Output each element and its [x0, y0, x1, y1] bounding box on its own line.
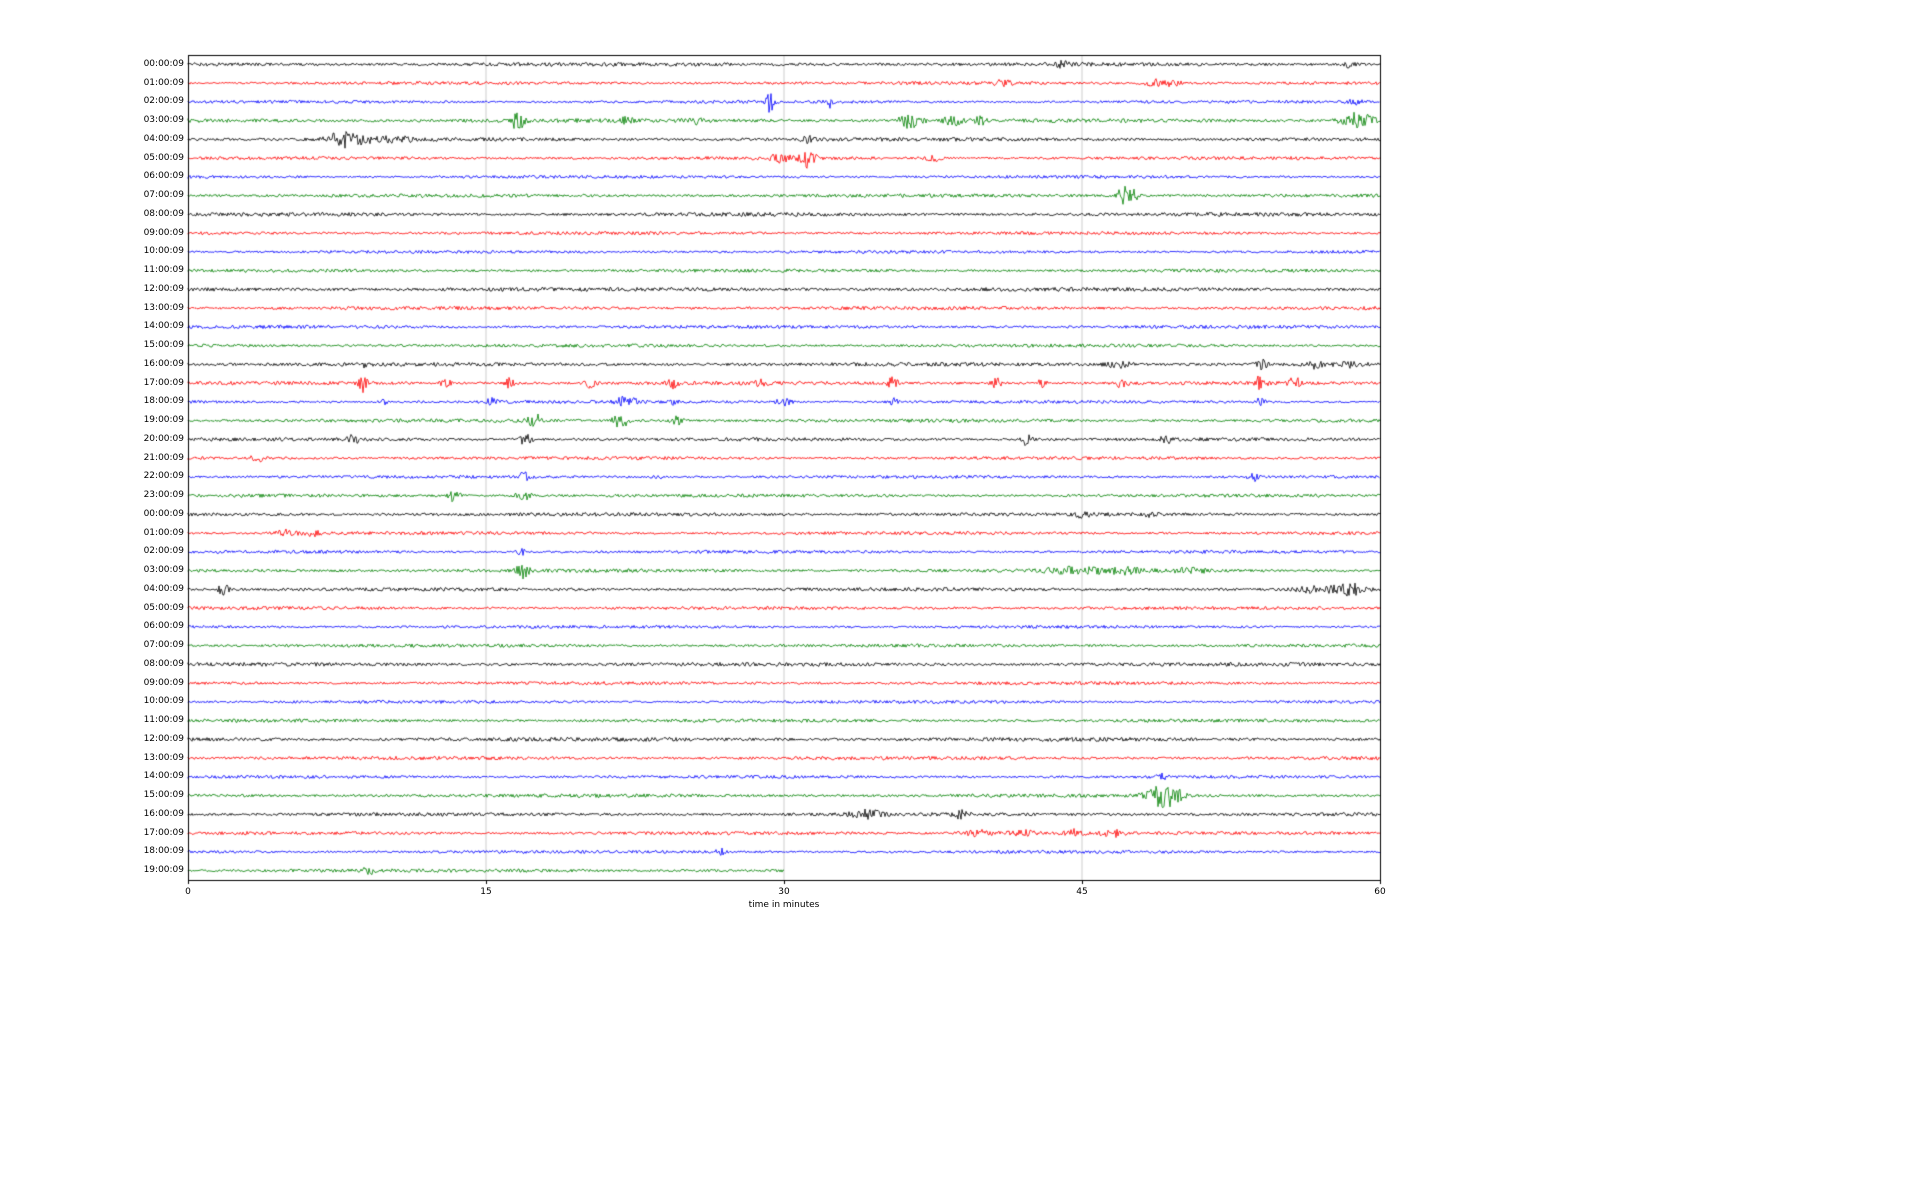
- row-label-10: 10:00:09: [143, 246, 184, 257]
- row-label-0: 00:00:09: [143, 58, 184, 69]
- x-tick-label-2: 30: [778, 887, 790, 897]
- row-label-16: 16:00:09: [143, 358, 184, 369]
- row-label-37: 13:00:09: [143, 752, 184, 763]
- row-label-26: 02:00:09: [143, 546, 184, 557]
- row-label-40: 16:00:09: [143, 808, 184, 819]
- row-label-5: 05:00:09: [143, 152, 184, 163]
- row-label-4: 04:00:09: [143, 133, 184, 144]
- row-label-29: 05:00:09: [143, 602, 184, 613]
- row-label-18: 18:00:09: [143, 396, 184, 407]
- x-tick-label-3: 45: [1076, 887, 1088, 897]
- row-label-15: 15:00:09: [143, 340, 184, 351]
- row-label-1: 01:00:09: [143, 77, 184, 88]
- row-label-34: 10:00:09: [143, 696, 184, 707]
- row-label-35: 11:00:09: [143, 715, 184, 726]
- row-label-7: 07:00:09: [143, 190, 184, 201]
- row-label-12: 12:00:09: [143, 283, 184, 294]
- row-label-33: 09:00:09: [143, 677, 184, 688]
- row-label-38: 14:00:09: [143, 771, 184, 782]
- row-label-13: 13:00:09: [143, 302, 184, 313]
- row-label-6: 06:00:09: [143, 171, 184, 182]
- row-label-42: 18:00:09: [143, 846, 184, 857]
- row-label-3: 03:00:09: [143, 115, 184, 126]
- row-label-31: 07:00:09: [143, 640, 184, 651]
- row-label-11: 11:00:09: [143, 265, 184, 276]
- x-axis-label: time in minutes: [748, 900, 820, 910]
- row-label-14: 14:00:09: [143, 321, 184, 332]
- row-label-22: 22:00:09: [143, 471, 184, 482]
- row-label-2: 02:00:09: [143, 96, 184, 107]
- row-label-19: 19:00:09: [143, 415, 184, 426]
- row-label-30: 06:00:09: [143, 621, 184, 632]
- row-label-20: 20:00:09: [143, 433, 184, 444]
- row-label-27: 03:00:09: [143, 565, 184, 576]
- x-tick-label-0: 0: [185, 887, 191, 897]
- row-label-21: 21:00:09: [143, 452, 184, 463]
- row-label-28: 04:00:09: [143, 583, 184, 594]
- x-tick-label-1: 15: [480, 887, 492, 897]
- row-label-32: 08:00:09: [143, 658, 184, 669]
- row-label-17: 17:00:09: [143, 377, 184, 388]
- row-label-25: 01:00:09: [143, 527, 184, 538]
- row-label-8: 08:00:09: [143, 208, 184, 219]
- row-label-9: 09:00:09: [143, 227, 184, 238]
- row-label-41: 17:00:09: [143, 827, 184, 838]
- row-label-39: 15:00:09: [143, 790, 184, 801]
- x-tick-label-4: 60: [1374, 887, 1386, 897]
- row-label-43: 19:00:09: [143, 865, 184, 876]
- row-label-23: 23:00:09: [143, 490, 184, 501]
- row-label-24: 00:00:09: [143, 508, 184, 519]
- row-label-36: 12:00:09: [143, 733, 184, 744]
